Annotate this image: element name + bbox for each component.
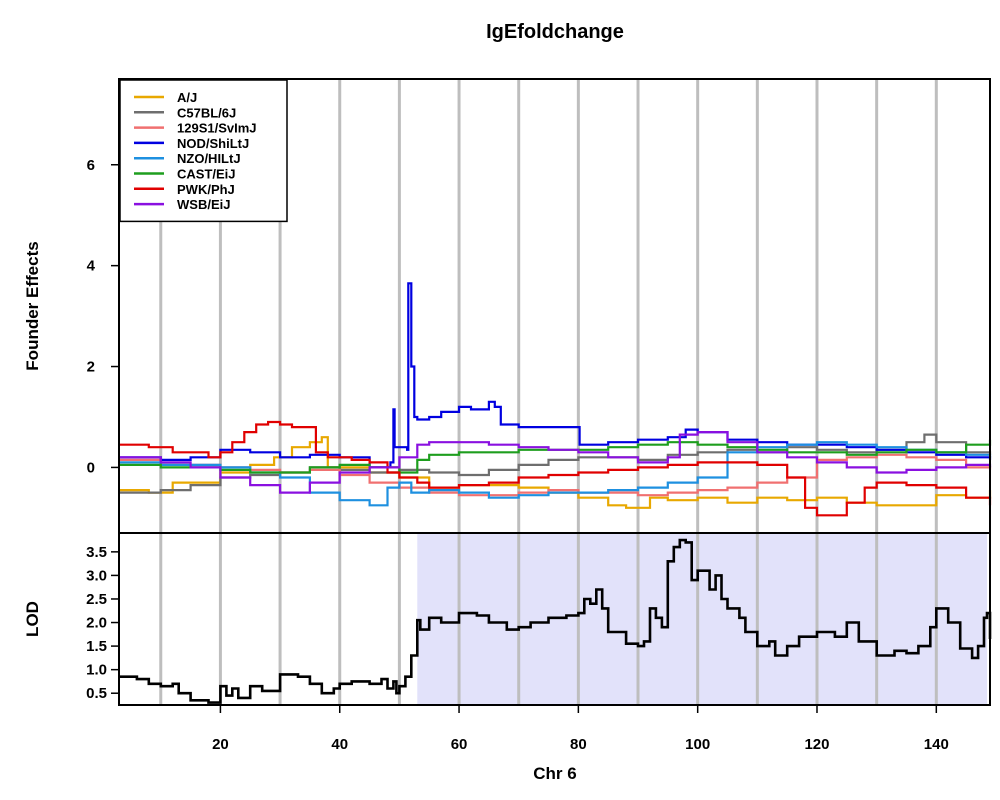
legend-label: CAST/EiJ [177,167,236,182]
lod-tick-label: 2.5 [86,591,107,608]
series-line-nod-shiltj [119,282,992,469]
x-tick-label: 100 [685,736,710,753]
legend-box [119,79,288,223]
legend-label: WSB/EiJ [177,197,230,212]
chart-title: IgEfoldchange [486,21,624,43]
x-tick-label: 80 [570,736,587,753]
lod-tick-label: 3.5 [86,544,107,561]
series-line-wsb-eij [119,431,992,494]
y-tick-label: 4 [87,258,96,275]
lod-tick-label: 1.0 [86,662,107,679]
x-axis-label: Chr 6 [533,764,576,783]
legend-label: 129S1/SvImJ [177,121,257,136]
series-line-pwk-phj [119,420,992,517]
top-panel-series [119,282,992,517]
x-tick-label: 40 [331,736,348,753]
x-tick-label: 140 [924,736,949,753]
bottom-panel-y-label: LOD [23,601,42,637]
y-tick-label: 0 [87,459,95,476]
legend-label: C57BL/6J [177,105,236,120]
legend-label: NZO/HILtJ [177,151,241,166]
bottom-panel-frame [118,532,991,706]
series-line-cast-eij [119,439,992,474]
legend-label: NOD/ShiLtJ [177,136,249,151]
legend-label: PWK/PhJ [177,182,235,197]
legend-label: A/J [177,90,197,105]
bottom-panel-y-axis: 0.5 1.0 1.5 2.0 2.5 3.0 3.5 [86,544,119,702]
legend: A/JC57BL/6J129S1/SvImJNOD/ShiLtJNZO/HILt… [119,79,288,223]
x-tick-label: 60 [451,736,468,753]
lod-interval-highlight [417,533,988,705]
lod-tick-label: 3.0 [86,567,107,584]
lod-tick-label: 0.5 [86,685,107,702]
x-tick-label: 120 [804,736,829,753]
x-axis: 20 40 60 80 100 120 140 [212,705,949,753]
bottom-panel-series [119,538,992,704]
top-panel-y-axis: 0 2 4 6 [87,157,119,476]
lod-tick-label: 2.0 [86,615,107,632]
bottom-panel-gridlines [159,533,938,705]
lod-tick-label: 1.5 [86,638,107,655]
y-tick-label: 2 [87,359,95,376]
lod-line [119,538,992,704]
y-tick-label: 6 [87,157,95,174]
x-tick-label: 20 [212,736,229,753]
top-panel-y-label: Founder Effects [23,241,42,370]
